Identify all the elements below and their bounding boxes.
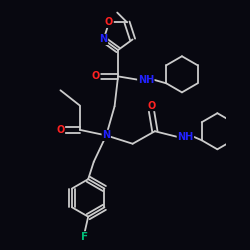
- Text: O: O: [92, 72, 100, 82]
- Text: F: F: [81, 232, 88, 242]
- Text: NH: NH: [138, 75, 154, 85]
- Text: O: O: [147, 100, 156, 110]
- Text: NH: NH: [177, 132, 194, 142]
- Text: N: N: [100, 34, 108, 44]
- Text: N: N: [102, 130, 110, 140]
- Text: O: O: [105, 17, 113, 27]
- Text: O: O: [56, 125, 64, 135]
